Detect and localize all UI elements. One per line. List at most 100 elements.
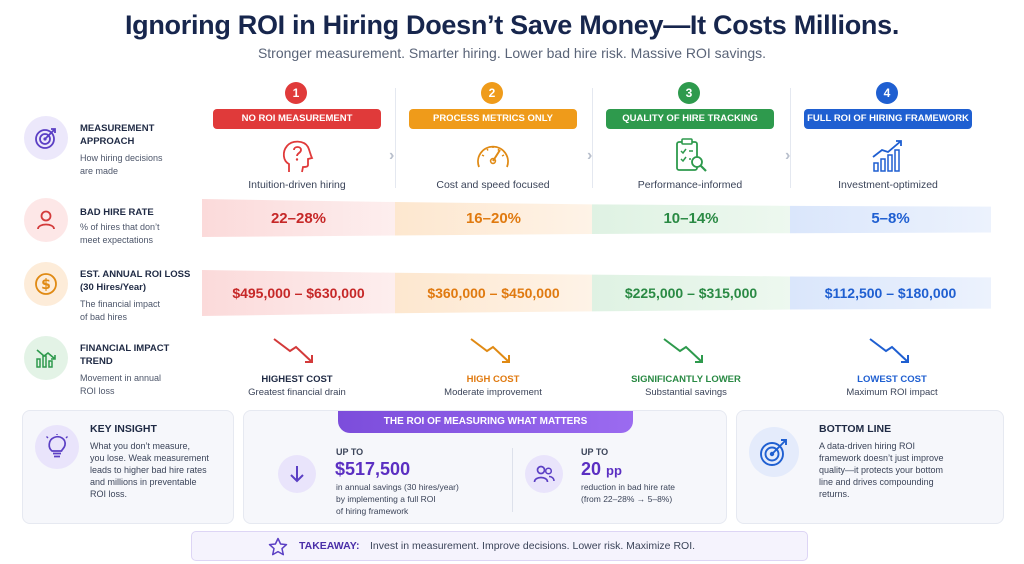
takeaway-text: Invest in measurement. Improve decisions… <box>370 540 696 552</box>
approach-text: Intuition-driven hiring <box>248 179 346 191</box>
clipboard-search-icon <box>670 137 710 175</box>
row-title-line: FINANCIAL IMPACT <box>80 343 170 354</box>
chevron-right-icon: › <box>785 147 791 164</box>
roi-loss-value: $112,500 – $180,000 <box>824 285 957 301</box>
card-text-line: What you don’t measure, <box>90 441 191 451</box>
takeaway-label: TAKEAWAY: <box>299 540 360 552</box>
chart-down-icon <box>24 336 68 380</box>
stage-number: 1 <box>285 82 307 104</box>
row-label-trend: FINANCIAL IMPACT TREND Movement in annual… <box>24 336 199 400</box>
bad-hire-rate-value: 5–8% <box>871 209 910 227</box>
column-divider <box>790 88 791 188</box>
people-icon <box>525 455 563 493</box>
card-title: KEY INSIGHT <box>90 423 157 435</box>
stage-column-1: 1 NO ROI MEASUREMENT Intuition-driven hi… <box>199 80 395 392</box>
trend-desc: Substantial savings <box>645 387 727 398</box>
bad-hire-rate-band: 22–28% <box>202 199 395 237</box>
stage-label: FULL ROI OF HIRING FRAMEWORK <box>804 109 972 129</box>
row-desc-line: The financial impact <box>80 299 161 309</box>
bad-hire-reduction-value: 20 <box>581 459 602 479</box>
roi-loss-band: $360,000 – $450,000 <box>395 272 592 314</box>
trend-desc: Greatest financial drain <box>248 387 346 398</box>
key-insight-card: KEY INSIGHT What you don’t measure, you … <box>22 410 234 524</box>
roi-banner: THE ROI OF MEASURING WHAT MATTERS <box>338 411 633 433</box>
row-title-line: MEASUREMENT <box>80 123 155 134</box>
speedometer-icon <box>473 137 513 175</box>
head-question-icon <box>277 137 317 175</box>
stage-column-4: 4 FULL ROI OF HIRING FRAMEWORK Investmen… <box>790 80 986 392</box>
trend-title: LOWEST COST <box>857 374 927 385</box>
down-arrow-icon <box>278 455 316 493</box>
roi-upto-label: UP TO <box>581 447 609 457</box>
row-desc-line: meet expectations <box>80 234 154 245</box>
card-text-line: A data-driven hiring ROI <box>819 441 916 451</box>
takeaway-bar: TAKEAWAY: Invest in measurement. Improve… <box>191 531 808 561</box>
card-text-line: ROI loss. <box>90 489 128 499</box>
chevron-right-icon: › <box>389 147 395 164</box>
growth-chart-icon <box>868 137 908 175</box>
trend-title: SIGNIFICANTLY LOWER <box>631 374 741 385</box>
approach-text: Investment-optimized <box>838 179 938 191</box>
trend-desc: Moderate improvement <box>444 387 542 398</box>
column-divider <box>395 88 396 188</box>
roi-loss-band: $495,000 – $630,000 <box>202 270 395 316</box>
dollar-icon: $ <box>24 262 68 306</box>
roi-loss-value: $225,000 – $315,000 <box>624 285 758 301</box>
card-text-line: leads to higher bad hire rates <box>90 465 207 475</box>
trend-down-arrow-icon <box>869 338 909 363</box>
target-icon <box>24 116 68 160</box>
roi-loss-band: $225,000 – $315,000 <box>592 274 790 312</box>
row-label-approach: MEASUREMENT APPROACH How hiring decisions… <box>24 116 199 176</box>
row-desc-line: % of hires that don’t <box>80 222 160 232</box>
bottom-line-card: BOTTOM LINE A data-driven hiring ROI fra… <box>736 410 1004 524</box>
roi-loss-value: $495,000 – $630,000 <box>232 285 365 301</box>
row-label-bad-hire: BAD HIRE RATE % of hires that don’t meet … <box>24 198 199 248</box>
card-title: BOTTOM LINE <box>819 423 892 435</box>
roi-desc-line: (from 22–28% → 5–8%) <box>581 494 673 504</box>
approach-text: Performance-informed <box>637 179 743 191</box>
row-title-line: (30 Hires/Year) <box>80 282 147 293</box>
roi-loss-band: $112,500 – $180,000 <box>790 276 991 310</box>
target-arrow-icon <box>749 427 799 477</box>
stage-label: PROCESS METRICS ONLY <box>409 109 577 129</box>
row-desc-line: Movement in annual <box>80 373 162 383</box>
bad-hire-rate-band: 10–14% <box>592 204 790 234</box>
roi-divider <box>512 448 513 512</box>
stage-column-2: 2 PROCESS METRICS ONLY Cost and speed fo… <box>395 80 591 392</box>
bad-hire-rate-value: 10–14% <box>663 209 719 227</box>
row-desc-line: of bad hires <box>80 311 128 322</box>
bad-hire-rate-band: 16–20% <box>395 202 592 236</box>
row-label-roi-loss: $ EST. ANNUAL ROI LOSS (30 Hires/Year) Th… <box>24 262 199 326</box>
row-desc-line: are made <box>80 165 119 176</box>
bad-hire-rate-value: 16–20% <box>465 209 522 227</box>
bad-hire-rate-band: 5–8% <box>790 205 991 234</box>
stage-label: NO ROI MEASUREMENT <box>213 109 381 129</box>
card-text-line: you lose. Weak measurement <box>90 453 209 463</box>
roi-loss-value: $360,000 – $450,000 <box>427 285 560 301</box>
card-text-line: returns. <box>819 489 850 499</box>
trend-title: HIGH COST <box>466 374 520 385</box>
card-text-line: and millions in preventable <box>90 477 197 487</box>
row-title-line: APPROACH <box>80 136 135 147</box>
row-desc-line: How hiring decisions <box>80 153 163 163</box>
page-title: Ignoring ROI in Hiring Doesn’t Save Mone… <box>124 10 900 40</box>
lightbulb-icon <box>35 425 79 469</box>
trend-down-arrow-icon <box>470 338 510 363</box>
bad-hire-reduction-unit: pp <box>606 463 622 478</box>
stage-label: QUALITY OF HIRE TRACKING <box>606 109 774 129</box>
card-text-line: quality—it protects your bottom <box>819 465 944 475</box>
card-text-line: framework doesn’t just improve <box>819 453 944 463</box>
roi-desc-line: of hiring framework <box>336 506 409 516</box>
row-desc-line: ROI loss <box>80 385 115 396</box>
svg-text:$: $ <box>41 277 51 293</box>
column-divider <box>592 88 593 188</box>
row-title: BAD HIRE RATE <box>80 207 154 218</box>
stage-number: 4 <box>876 82 898 104</box>
stage-number: 3 <box>678 82 700 104</box>
page-subtitle: Stronger measurement. Smarter hiring. Lo… <box>257 45 767 61</box>
trend-down-arrow-icon <box>273 338 313 363</box>
row-title-line: TREND <box>80 356 113 367</box>
stage-column-3: 3 QUALITY OF HIRE TRACKING Performance-i… <box>592 80 788 392</box>
roi-desc-line: by implementing a full ROI <box>336 494 436 504</box>
trend-desc: Maximum ROI impact <box>846 387 938 398</box>
